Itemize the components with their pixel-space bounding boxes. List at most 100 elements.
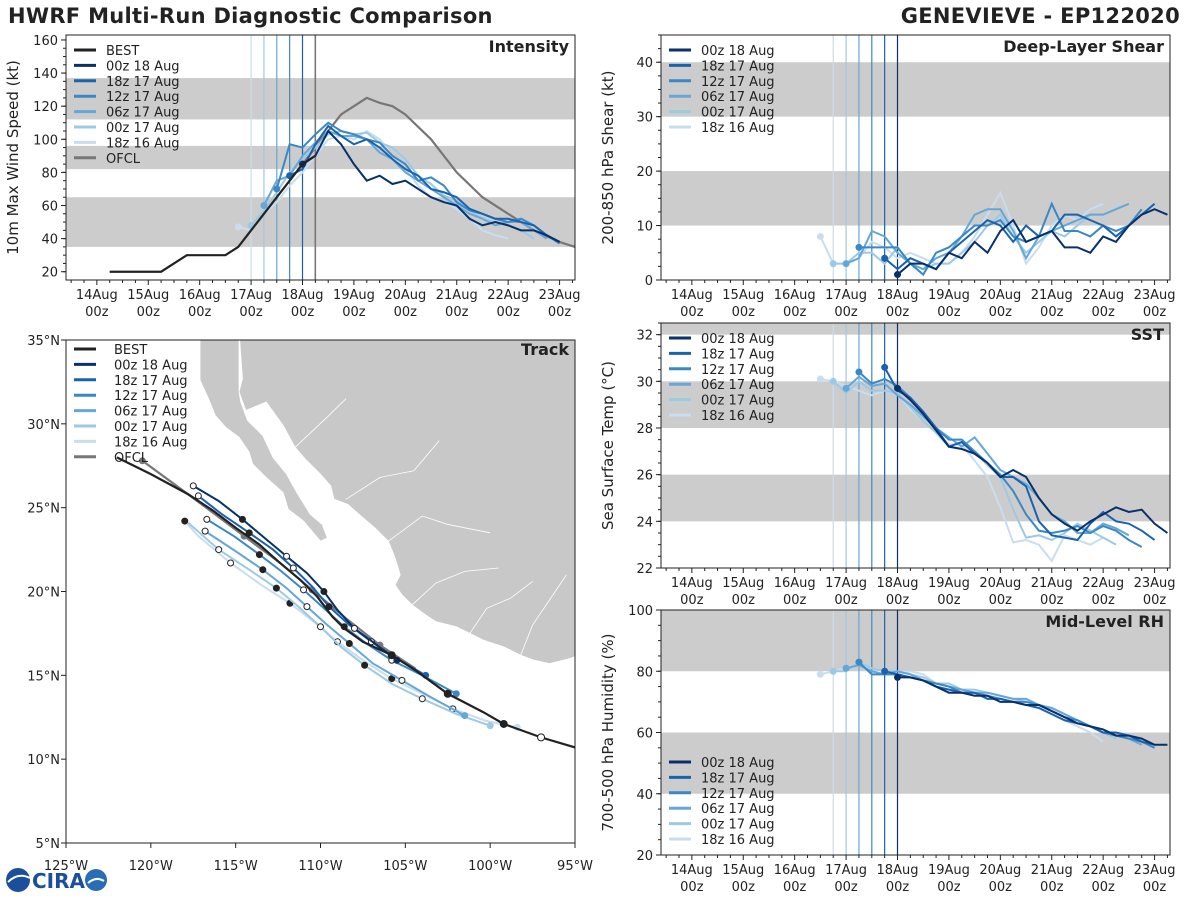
run-marker (215, 546, 223, 554)
x-tick-hour: 00z (680, 593, 704, 608)
run-marker (361, 661, 369, 669)
run-series (275, 121, 561, 245)
run-series (896, 387, 1169, 534)
x-tick-day: 19Aug (928, 863, 970, 878)
x-tick-hour: 00z (1091, 305, 1115, 320)
x-tick-hour: 00z (989, 593, 1013, 608)
legend-label: 00z 18 Aug (106, 59, 180, 74)
x-tick-hour: 00z (783, 593, 807, 608)
x-tick-hour: 00z (732, 880, 756, 895)
best-track-series (109, 154, 316, 273)
lat-tick-label: 30°N (27, 418, 60, 433)
run-marker (181, 517, 189, 525)
plot-frame (65, 34, 576, 281)
y-tick-label: 80 (41, 166, 58, 181)
panel-title: Deep-Layer Shear (1003, 37, 1164, 56)
lat-tick-label: 20°N (27, 586, 60, 601)
x-tick-day: 16Aug (774, 863, 816, 878)
legend-label: 12z 17 Aug (114, 389, 188, 404)
y-tick-label: 60 (636, 727, 653, 742)
run-marker (227, 559, 235, 567)
legend-label: 00z 17 Aug (701, 106, 775, 121)
x-tick-day: 22Aug (487, 288, 529, 303)
y-tick-label: 160 (33, 34, 58, 49)
x-tick-hour: 00z (680, 880, 704, 895)
y-tick-label: 20 (41, 266, 58, 281)
state-border (520, 574, 567, 656)
x-tick-hour: 00z (732, 305, 756, 320)
lon-tick-label: 100°W (468, 859, 512, 874)
y-tick-label: 24 (636, 515, 653, 530)
legend-label: OFCL (114, 451, 149, 466)
run-start-point (260, 202, 268, 210)
run-marker (201, 527, 209, 535)
x-tick-day: 19Aug (333, 288, 375, 303)
lat-tick-label: 15°N (27, 669, 60, 684)
shade-band (66, 145, 575, 170)
legend-label: 00z 18 Aug (701, 756, 775, 771)
legend-label: 00z 17 Aug (114, 420, 188, 435)
x-tick-hour: 00z (1040, 305, 1064, 320)
run-track (187, 522, 491, 727)
x-tick-hour: 00z (834, 880, 858, 895)
y-tick-label: 20 (636, 165, 653, 180)
legend-label: 18z 16 Aug (701, 121, 775, 136)
legend-label: 00z 17 Aug (701, 394, 775, 409)
run-start-point (881, 254, 889, 262)
run-start-point (855, 658, 863, 666)
run-marker (320, 588, 328, 595)
x-tick-day: 14Aug (671, 576, 713, 591)
run-start-point (234, 223, 242, 231)
legend-label: 06z 17 Aug (106, 106, 180, 121)
x-tick-day: 20Aug (384, 288, 426, 303)
state-border (411, 567, 499, 606)
x-tick-day: 17Aug (825, 576, 867, 591)
run-series (858, 201, 1143, 277)
x-tick-day: 18Aug (282, 288, 324, 303)
run-start-point (829, 377, 837, 385)
lon-tick-label: 105°W (383, 859, 427, 874)
run-series (897, 676, 1168, 746)
panel-track: 5°N 10°N 15°N 20°N 25°N 30°N 35°N 125°W 120°W 115… (27, 334, 593, 874)
x-tick-hour: 00z (188, 305, 212, 320)
panel-title: SST (1131, 325, 1164, 344)
x-tick-day: 18Aug (877, 288, 919, 303)
legend-label: 18z 17 Aug (106, 75, 180, 90)
x-tick-hour: 00z (732, 593, 756, 608)
run-start-point (842, 384, 850, 392)
run-start-point (894, 673, 902, 681)
legend-label: BEST (114, 343, 147, 358)
x-tick-hour: 00z (680, 305, 704, 320)
run-marker (189, 482, 197, 490)
run-marker (238, 515, 246, 523)
storm-title: GENEVIEVE - EP122020 (900, 4, 1180, 28)
x-tick-day: 16Aug (774, 576, 816, 591)
shade-band (661, 610, 1170, 672)
run-marker (388, 675, 396, 683)
cira-logo-text: CIRA (32, 869, 86, 893)
legend-label: 00z 17 Aug (701, 818, 775, 833)
panel-title: Track (521, 340, 569, 359)
lon-tick-label: 125°W (44, 859, 88, 874)
shade-band (66, 78, 575, 120)
best-point (387, 651, 396, 660)
shade-band (661, 171, 1170, 226)
x-tick-hour: 00z (1143, 880, 1167, 895)
x-tick-day: 16Aug (179, 288, 221, 303)
run-start-point (855, 243, 863, 251)
x-tick-hour: 00z (937, 305, 961, 320)
x-tick-hour: 00z (937, 880, 961, 895)
x-tick-hour: 00z (496, 305, 520, 320)
x-tick-hour: 00z (1040, 880, 1064, 895)
run-series (896, 208, 1168, 276)
run-track (192, 485, 398, 662)
panel-sst: 22 24 26 28 30 32 14Aug 00z 15Aug 00z 16Aug 00z 17Au… (599, 322, 1176, 608)
run-start-point (816, 375, 824, 383)
plot-area (661, 610, 1170, 855)
x-tick-hour: 00z (989, 305, 1013, 320)
x-tick-hour: 00z (834, 593, 858, 608)
y-tick-label: 0 (645, 274, 653, 289)
